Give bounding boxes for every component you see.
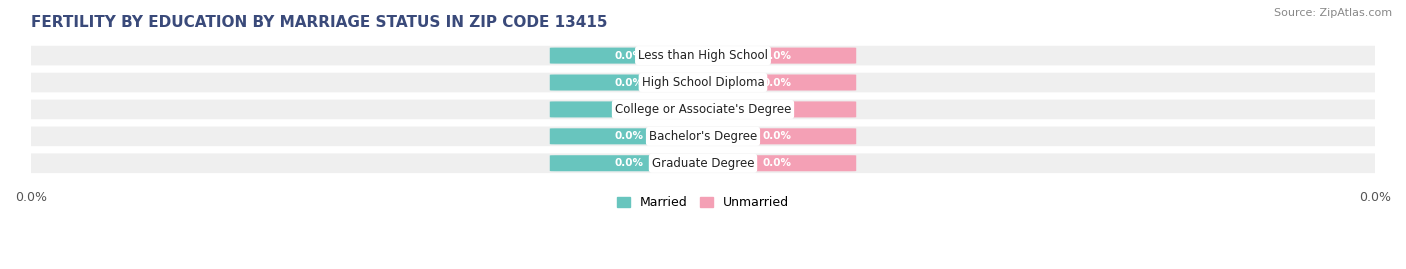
Text: 0.0%: 0.0% xyxy=(762,131,792,141)
FancyBboxPatch shape xyxy=(21,100,1385,119)
FancyBboxPatch shape xyxy=(697,155,856,171)
FancyBboxPatch shape xyxy=(21,126,1385,146)
FancyBboxPatch shape xyxy=(550,155,709,171)
Text: Graduate Degree: Graduate Degree xyxy=(652,157,754,170)
FancyBboxPatch shape xyxy=(697,128,856,144)
Text: Source: ZipAtlas.com: Source: ZipAtlas.com xyxy=(1274,8,1392,18)
FancyBboxPatch shape xyxy=(697,75,856,91)
Text: 0.0%: 0.0% xyxy=(614,104,644,114)
Text: 0.0%: 0.0% xyxy=(762,158,792,168)
FancyBboxPatch shape xyxy=(697,48,856,64)
FancyBboxPatch shape xyxy=(550,101,709,118)
Text: 0.0%: 0.0% xyxy=(614,158,644,168)
Text: Bachelor's Degree: Bachelor's Degree xyxy=(650,130,756,143)
Text: 0.0%: 0.0% xyxy=(762,77,792,87)
FancyBboxPatch shape xyxy=(21,73,1385,92)
Text: College or Associate's Degree: College or Associate's Degree xyxy=(614,103,792,116)
FancyBboxPatch shape xyxy=(550,48,709,64)
FancyBboxPatch shape xyxy=(550,75,709,91)
Text: 0.0%: 0.0% xyxy=(614,131,644,141)
FancyBboxPatch shape xyxy=(697,101,856,118)
Legend: Married, Unmarried: Married, Unmarried xyxy=(612,192,794,214)
Text: 0.0%: 0.0% xyxy=(614,77,644,87)
Text: 0.0%: 0.0% xyxy=(762,51,792,61)
Text: FERTILITY BY EDUCATION BY MARRIAGE STATUS IN ZIP CODE 13415: FERTILITY BY EDUCATION BY MARRIAGE STATU… xyxy=(31,15,607,30)
Text: 0.0%: 0.0% xyxy=(762,104,792,114)
FancyBboxPatch shape xyxy=(550,128,709,144)
FancyBboxPatch shape xyxy=(21,153,1385,173)
Text: 0.0%: 0.0% xyxy=(614,51,644,61)
FancyBboxPatch shape xyxy=(21,46,1385,65)
Text: Less than High School: Less than High School xyxy=(638,49,768,62)
Text: High School Diploma: High School Diploma xyxy=(641,76,765,89)
